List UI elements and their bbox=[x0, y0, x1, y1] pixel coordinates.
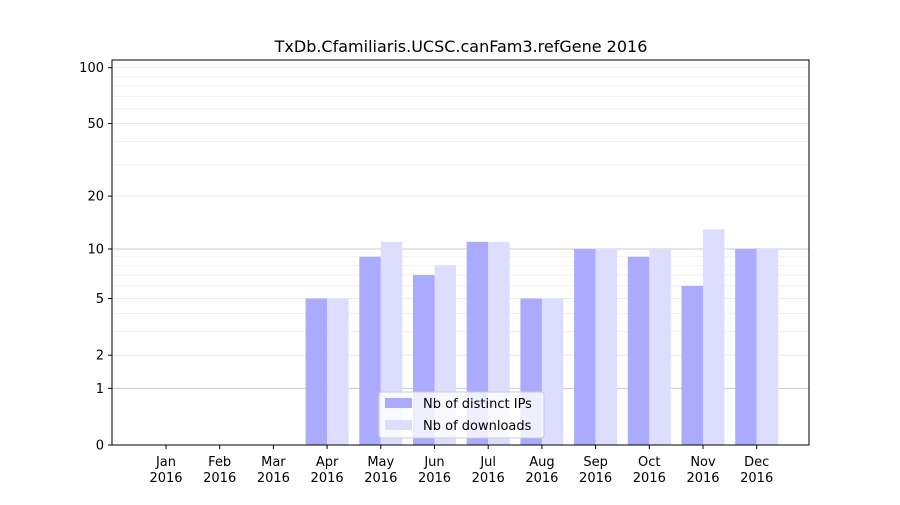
bar-downloads bbox=[595, 248, 618, 445]
x-tick-label-month: Nov bbox=[690, 455, 716, 470]
grid-lines bbox=[112, 67, 809, 389]
legend-label-ips: Nb of distinct IPs bbox=[423, 397, 532, 412]
y-tick-label: 10 bbox=[87, 242, 104, 257]
y-tick-label: 0 bbox=[96, 439, 104, 454]
x-tick-label-year: 2016 bbox=[203, 471, 236, 486]
x-tick-label-month: Jun bbox=[423, 455, 444, 470]
legend-label-downloads: Nb of downloads bbox=[423, 419, 532, 434]
x-tick-label-month: May bbox=[367, 455, 394, 470]
x-tick-label-year: 2016 bbox=[525, 471, 558, 486]
legend-swatch-downloads bbox=[385, 420, 412, 430]
y-tick-label: 2 bbox=[96, 349, 104, 364]
bar-distinct-ips bbox=[359, 256, 381, 445]
bar-distinct-ips bbox=[735, 248, 757, 445]
x-tick-label-month: Oct bbox=[638, 455, 660, 470]
legend-swatch-ips bbox=[385, 398, 412, 408]
y-axis: 0 1 2 5 10 20 50 100 bbox=[79, 61, 112, 454]
x-tick-label-month: Feb bbox=[208, 455, 231, 470]
bars bbox=[305, 229, 779, 445]
x-tick-label-month: Jul bbox=[479, 455, 496, 470]
y-tick-label: 100 bbox=[79, 61, 104, 76]
plot-frame bbox=[111, 59, 810, 446]
x-tick-label-year: 2016 bbox=[686, 471, 719, 486]
bar-downloads bbox=[703, 229, 725, 445]
bar-distinct-ips bbox=[574, 248, 596, 445]
legend: Nb of distinct IPs Nb of downloads bbox=[378, 391, 545, 439]
bar-distinct-ips bbox=[681, 285, 703, 445]
y-tick-label: 1 bbox=[96, 382, 104, 397]
x-tick-label-year: 2016 bbox=[740, 471, 773, 486]
chart-title: TxDb.Cfamiliaris.UCSC.canFam3.refGene 20… bbox=[274, 37, 648, 56]
x-tick-label-month: Jan bbox=[155, 455, 176, 470]
bar-downloads bbox=[649, 248, 671, 445]
x-tick-label-year: 2016 bbox=[364, 471, 397, 486]
bar-downloads bbox=[541, 298, 564, 445]
x-tick-label-month: Mar bbox=[261, 455, 286, 470]
x-tick-label-year: 2016 bbox=[579, 471, 612, 486]
legend-box bbox=[378, 391, 545, 439]
x-tick-label-year: 2016 bbox=[149, 471, 182, 486]
x-tick-label-month: Aug bbox=[529, 455, 554, 470]
bar-distinct-ips bbox=[305, 298, 328, 445]
x-tick-label-year: 2016 bbox=[257, 471, 290, 486]
x-axis: Jan2016Feb2016Mar2016Apr2016May2016Jun20… bbox=[149, 445, 773, 486]
x-tick-label-month: Sep bbox=[583, 455, 608, 470]
x-tick-label-month: Dec bbox=[744, 455, 769, 470]
x-tick-label-year: 2016 bbox=[418, 471, 451, 486]
x-tick-label-year: 2016 bbox=[311, 471, 344, 486]
x-tick-label-year: 2016 bbox=[472, 471, 505, 486]
bar-downloads bbox=[756, 248, 779, 445]
y-tick-label: 5 bbox=[96, 292, 104, 307]
y-tick-label: 20 bbox=[87, 190, 104, 205]
x-tick-label-year: 2016 bbox=[633, 471, 666, 486]
bar-downloads bbox=[327, 298, 349, 445]
bar-distinct-ips bbox=[627, 256, 650, 445]
x-tick-label-month: Apr bbox=[316, 455, 339, 470]
y-tick-label: 50 bbox=[87, 117, 104, 132]
